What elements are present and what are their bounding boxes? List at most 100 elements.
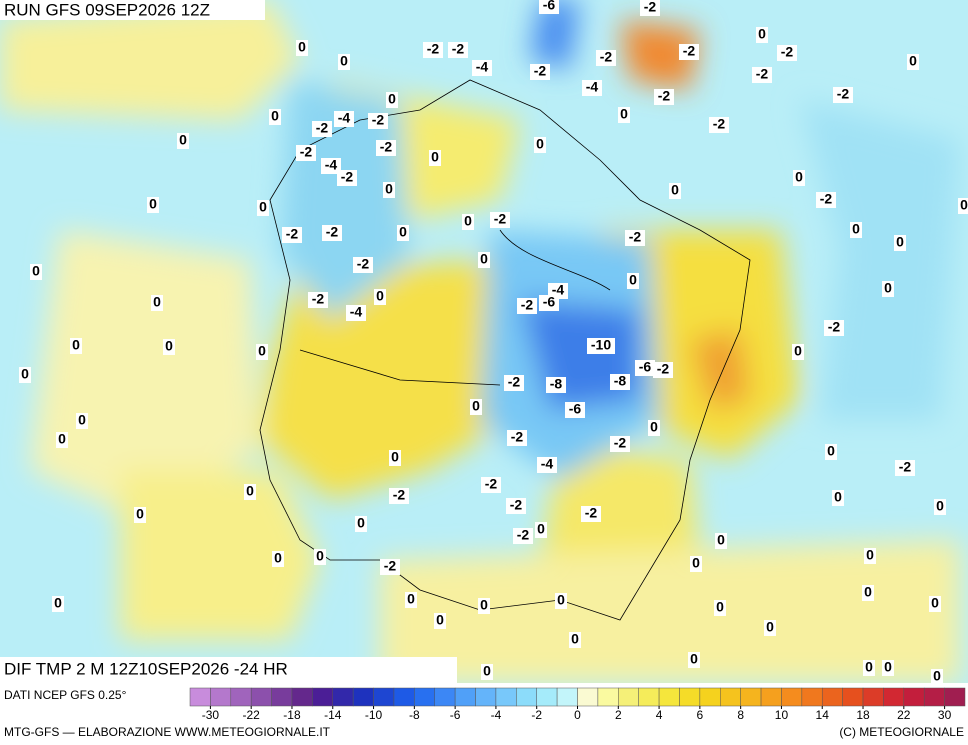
- contour-label-box: [537, 457, 557, 473]
- header-box: [0, 0, 265, 20]
- contour-label: -2: [713, 116, 726, 132]
- contour-label-box: [610, 436, 630, 452]
- contour-label-box: [555, 593, 567, 609]
- contour-label-box: [777, 45, 797, 61]
- contour-label: 0: [274, 550, 282, 566]
- contour-label: -2: [300, 144, 313, 160]
- contour-label-box: [423, 42, 443, 58]
- contour-label: -2: [511, 429, 524, 445]
- contour-label-box: [314, 549, 326, 565]
- legend-swatch: [189, 687, 211, 707]
- contour-label-box: [934, 499, 946, 515]
- contour-label: -4: [541, 456, 554, 472]
- legend-swatch: [312, 687, 334, 707]
- legend-tick-label: 10: [775, 708, 789, 722]
- contour-label-box: [346, 305, 366, 321]
- contour-label-box: [640, 0, 660, 16]
- contour-label: 0: [472, 398, 480, 414]
- contour-label: -10: [591, 337, 611, 353]
- contour-label-box: [376, 140, 396, 156]
- contour-label-box: [792, 344, 804, 360]
- contour-label-box: [147, 197, 159, 213]
- contour-label: -2: [312, 291, 325, 307]
- contour-label: 0: [376, 288, 384, 304]
- contour-label-box: [338, 54, 350, 70]
- contour-label: -2: [657, 361, 670, 377]
- contour-label-box: [610, 374, 630, 390]
- contour-label: -2: [521, 297, 534, 313]
- contour-label-box: [321, 158, 341, 174]
- contour-label: 0: [464, 213, 472, 229]
- contour-label: 0: [179, 132, 187, 148]
- contour-label: -2: [820, 191, 833, 207]
- contour-label: -2: [393, 487, 406, 503]
- contour-label-box: [714, 600, 726, 616]
- contour-label-box: [618, 107, 630, 123]
- legend-swatch: [230, 687, 252, 707]
- contour-label-box: [19, 367, 31, 383]
- contour-label-box: [895, 460, 915, 476]
- legend-tick-label: 14: [816, 708, 830, 722]
- contour-label-box: [931, 669, 943, 685]
- contour-label: -2: [341, 169, 354, 185]
- contour-label: 0: [629, 272, 637, 288]
- contour-label: 0: [388, 91, 396, 107]
- contour-label-box: [386, 92, 398, 108]
- legend-swatch: [516, 687, 537, 707]
- contour-label: -4: [476, 59, 489, 75]
- contour-label-box: [308, 292, 328, 308]
- legend-tick-label: 0: [574, 708, 581, 722]
- contour-label-box: [296, 145, 316, 161]
- contour-label: -6: [569, 401, 582, 417]
- legend: -30 -22 -18 -14 -10 -8 -6 -4 -2 0 2 4 6 8 10 14 18 22 30: [189, 687, 966, 722]
- contour-label-box: [389, 450, 401, 466]
- contour-label-box: [76, 413, 88, 429]
- contour-label: 0: [936, 498, 944, 514]
- legend-swatch: [862, 687, 884, 707]
- legend-swatch: [556, 687, 578, 707]
- contour-label-box: [429, 150, 441, 166]
- legend-tick-label: -10: [365, 708, 383, 722]
- contour-label-box: [513, 528, 533, 544]
- contour-label: 0: [246, 483, 254, 499]
- contour-label: -4: [552, 282, 565, 298]
- contour-label-box: [448, 42, 468, 58]
- contour-label-box: [478, 598, 490, 614]
- contour-label-box: [397, 225, 409, 241]
- contour-label-box: [850, 222, 862, 238]
- contour-label: 0: [827, 443, 835, 459]
- contour-label: -2: [372, 112, 385, 128]
- contour-label-box: [907, 54, 919, 70]
- contour-label: 0: [864, 584, 872, 600]
- contour-label: -2: [357, 256, 370, 272]
- contour-label: -2: [452, 41, 465, 57]
- map-field: [0, 0, 968, 683]
- contour-label-box: [816, 192, 836, 208]
- contour-label-box: [272, 551, 284, 567]
- contour-label: 0: [557, 592, 565, 608]
- contour-label-box: [862, 585, 874, 601]
- contour-label-box: [793, 170, 805, 186]
- contour-label-box: [177, 133, 189, 149]
- contour-label: 0: [537, 521, 545, 537]
- contour-label: -8: [550, 376, 563, 392]
- contour-label: -2: [380, 139, 393, 155]
- contour-label: 0: [136, 506, 144, 522]
- contour-label: -4: [586, 79, 599, 95]
- contour-label: 0: [650, 419, 658, 435]
- contour-label-box: [539, 0, 559, 14]
- contour-label: -2: [644, 0, 657, 15]
- contour-label-box: [244, 484, 256, 500]
- contour-label: 0: [483, 663, 491, 679]
- contour-label: 0: [795, 169, 803, 185]
- credit-text: MTG-GFS — ELABORAZIONE WWW.METEOGIORNALE…: [4, 725, 331, 739]
- contour-label-box: [627, 273, 639, 289]
- contour-label-box: [56, 432, 68, 448]
- contour-label-box: [534, 137, 546, 153]
- contour-label-box: [334, 111, 354, 127]
- legend-swatch: [597, 687, 619, 707]
- contour-label: 0: [385, 181, 393, 197]
- legend-swatch: [414, 687, 435, 707]
- contour-label: 0: [758, 26, 766, 42]
